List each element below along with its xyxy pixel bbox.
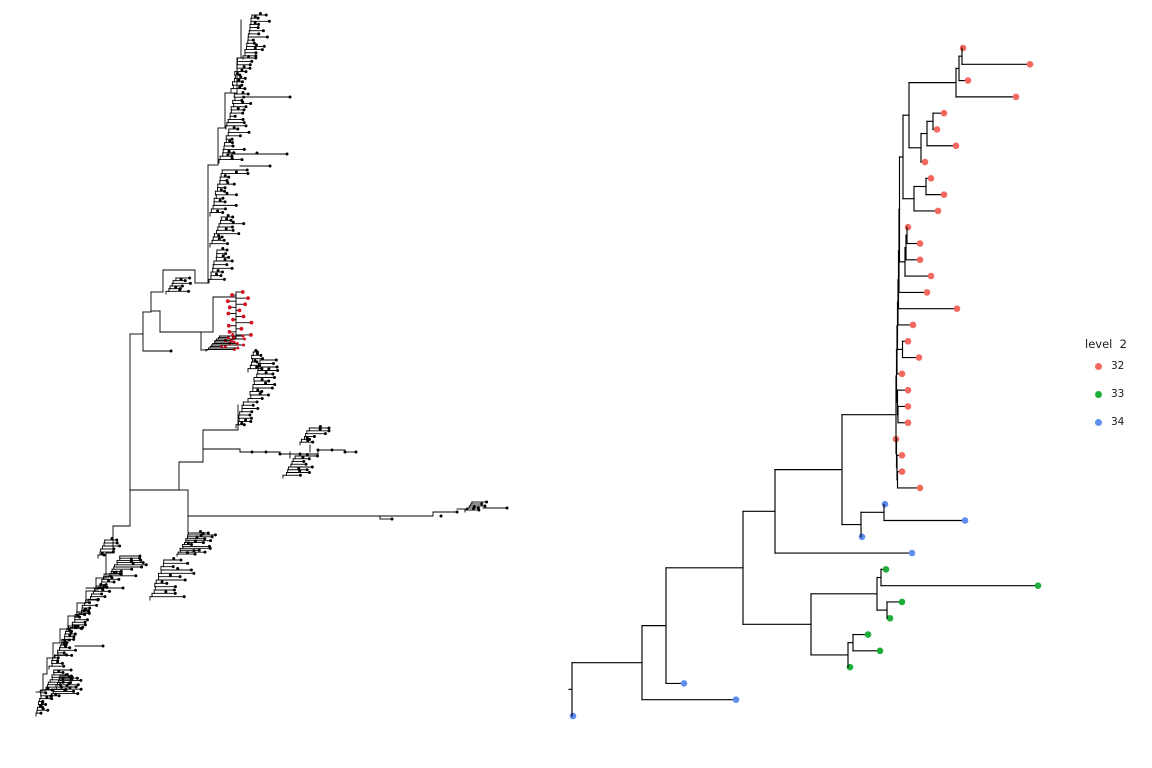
legend-color-dot xyxy=(1095,418,1102,426)
left-full-tree xyxy=(35,12,509,717)
legend-title: level 2 xyxy=(1085,337,1127,351)
zoomed-subtree xyxy=(568,44,1042,720)
legend-item-34: 34 xyxy=(1095,416,1124,428)
legend-item-label: 33 xyxy=(1111,388,1125,400)
legend-item-label: 34 xyxy=(1111,416,1125,428)
legend-color-dot xyxy=(1095,362,1102,370)
legend-color-dot xyxy=(1095,390,1102,398)
legend-item-33: 33 xyxy=(1095,388,1124,400)
legend-item-label: 32 xyxy=(1111,360,1125,372)
legend-item-32: 32 xyxy=(1095,360,1124,372)
highlighted-clade xyxy=(205,290,254,352)
